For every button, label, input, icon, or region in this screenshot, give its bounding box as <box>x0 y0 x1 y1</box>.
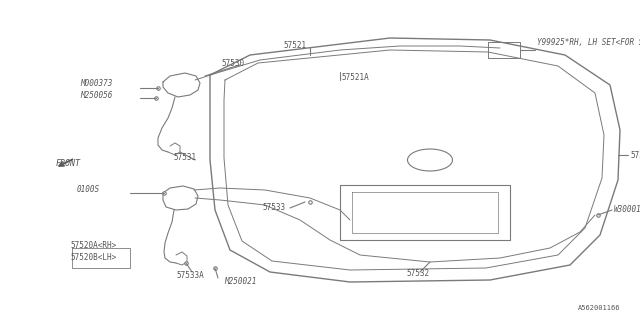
Text: 57521: 57521 <box>284 41 307 50</box>
Text: W300012: W300012 <box>614 205 640 214</box>
Text: 57530: 57530 <box>221 59 244 68</box>
Text: M000373: M000373 <box>80 79 113 89</box>
Text: 57533A: 57533A <box>176 270 204 279</box>
Text: A562001166: A562001166 <box>577 305 620 311</box>
Text: 57533: 57533 <box>263 204 286 212</box>
Text: FRONT: FRONT <box>56 158 81 167</box>
Text: M250056: M250056 <box>80 91 113 100</box>
Text: 57532: 57532 <box>406 269 429 278</box>
Text: 57501: 57501 <box>630 150 640 159</box>
Text: 0100S: 0100S <box>77 186 100 195</box>
Text: Y99925*RH, LH SET<FOR STIRA>: Y99925*RH, LH SET<FOR STIRA> <box>537 37 640 46</box>
Text: 57521A: 57521A <box>341 74 369 83</box>
Text: M250021: M250021 <box>224 277 256 286</box>
Text: 57520B<LH>: 57520B<LH> <box>70 252 116 261</box>
Text: 57531: 57531 <box>173 154 196 163</box>
Text: 57520A<RH>: 57520A<RH> <box>70 241 116 250</box>
